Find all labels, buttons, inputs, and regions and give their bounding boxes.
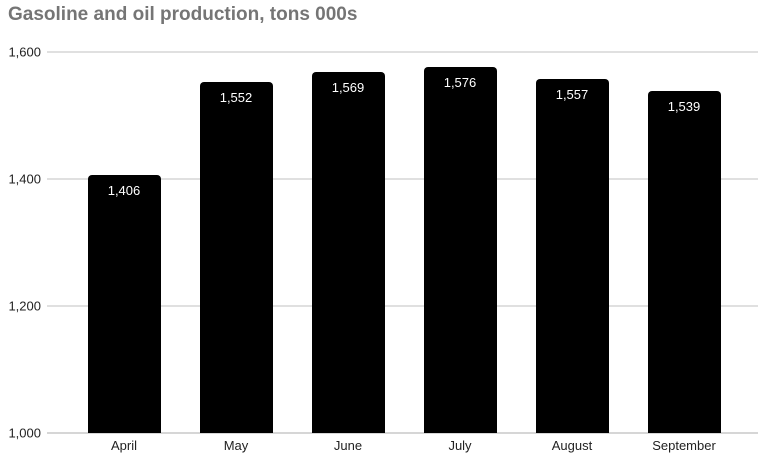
bar-august[interactable]: 1,557	[535, 79, 609, 433]
gridline	[47, 51, 758, 53]
bar-value-label: 1,557	[555, 87, 589, 103]
y-axis-tick-label: 1,400	[8, 171, 41, 187]
y-axis-tick-label: 1,000	[8, 425, 41, 441]
y-axis-tick-label: 1,600	[8, 44, 41, 60]
x-axis-category-label: May	[223, 438, 249, 453]
y-axis-tick-label: 1,200	[8, 298, 41, 314]
bar-april[interactable]: 1,406	[87, 175, 161, 433]
x-axis-category-label: June	[333, 438, 363, 453]
gridline	[47, 305, 758, 307]
x-axis-category-label: April	[110, 438, 138, 453]
bar-september[interactable]: 1,539	[647, 90, 721, 433]
bar-may[interactable]: 1,552	[199, 82, 273, 433]
x-axis-category-label: August	[551, 438, 593, 453]
x-axis-category-label: July	[448, 438, 472, 453]
bar-value-label: 1,539	[667, 98, 701, 114]
x-axis-baseline	[47, 432, 758, 434]
bar-value-label: 1,406	[107, 183, 141, 199]
gridline	[47, 178, 758, 180]
chart-title: Gasoline and oil production, tons 000s	[8, 4, 358, 25]
bar-value-label: 1,552	[219, 90, 253, 106]
bar-july[interactable]: 1,576	[423, 67, 497, 433]
bar-value-label: 1,576	[443, 75, 477, 91]
x-axis-category-label: September	[652, 438, 716, 453]
bar-june[interactable]: 1,569	[311, 71, 385, 433]
bar-value-label: 1,569	[331, 79, 365, 95]
